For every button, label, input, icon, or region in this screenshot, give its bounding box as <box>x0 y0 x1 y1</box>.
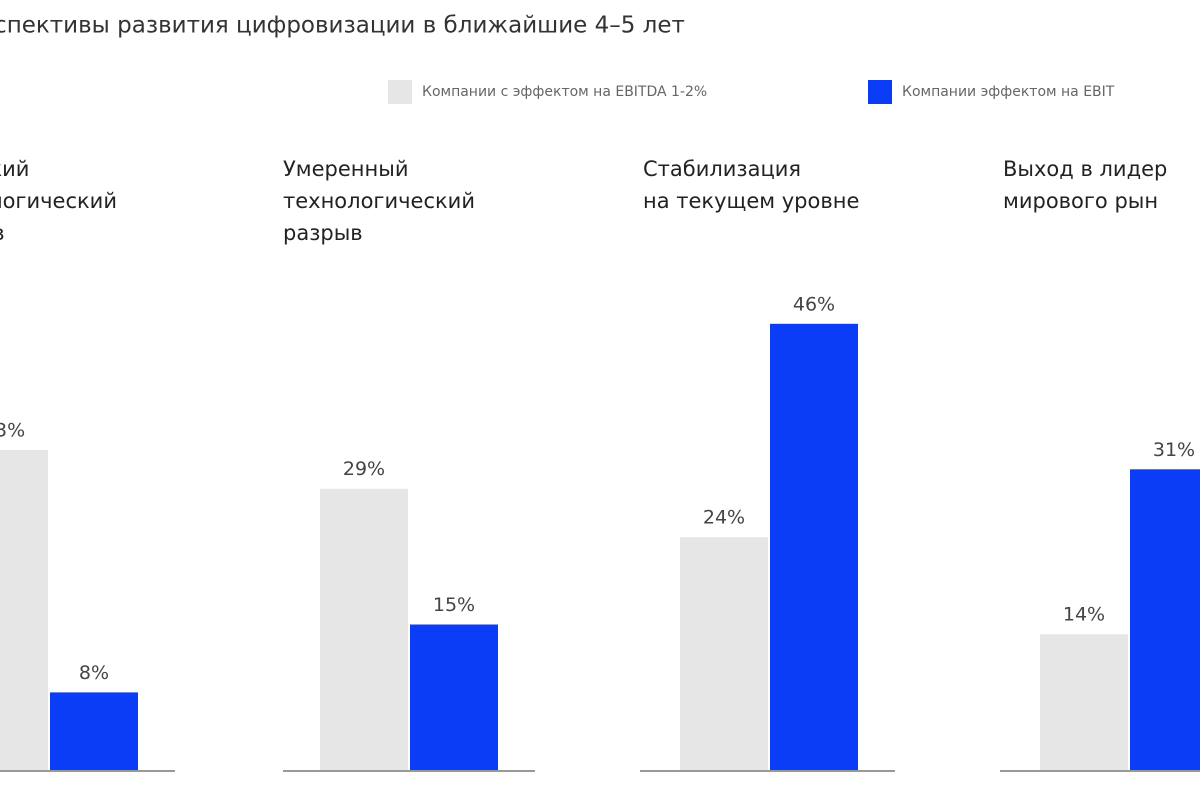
bar <box>680 537 768 770</box>
bar <box>50 692 138 770</box>
value-label: 8% <box>79 662 109 684</box>
group-title: разрыв <box>283 221 363 245</box>
value-label: 24% <box>703 507 745 529</box>
bar <box>770 323 858 770</box>
legend-label: Компании эффектом на EBIT <box>902 84 1115 100</box>
value-label: 31% <box>1153 439 1195 461</box>
bar <box>410 624 498 770</box>
group-title: Выход в лидер <box>1003 157 1167 181</box>
value-label: 15% <box>433 594 475 616</box>
group-title: мирового рын <box>1003 189 1158 213</box>
value-label: 29% <box>343 458 385 480</box>
group-title: Глубокий <box>0 157 29 181</box>
group-title: Стабилизация <box>643 157 801 181</box>
group-title: на текущем уровне <box>643 189 859 213</box>
value-label: 14% <box>1063 604 1105 626</box>
bar <box>320 488 408 770</box>
legend-label: Компании с эффектом на EBITDA 1-2% <box>422 84 707 100</box>
bar <box>1040 634 1128 770</box>
value-label: 46% <box>793 293 835 315</box>
legend-swatch <box>868 80 892 104</box>
chart-title: Перспективы развития цифровизации в ближ… <box>0 13 685 39</box>
group-title: технологический <box>0 189 117 213</box>
bar <box>0 449 48 770</box>
bar <box>1130 469 1200 770</box>
legend-swatch <box>388 80 412 104</box>
group-title: разрыв <box>0 221 5 245</box>
group-title: Умеренный <box>283 157 409 181</box>
group-title: технологический <box>283 189 475 213</box>
value-label: 33% <box>0 419 25 441</box>
